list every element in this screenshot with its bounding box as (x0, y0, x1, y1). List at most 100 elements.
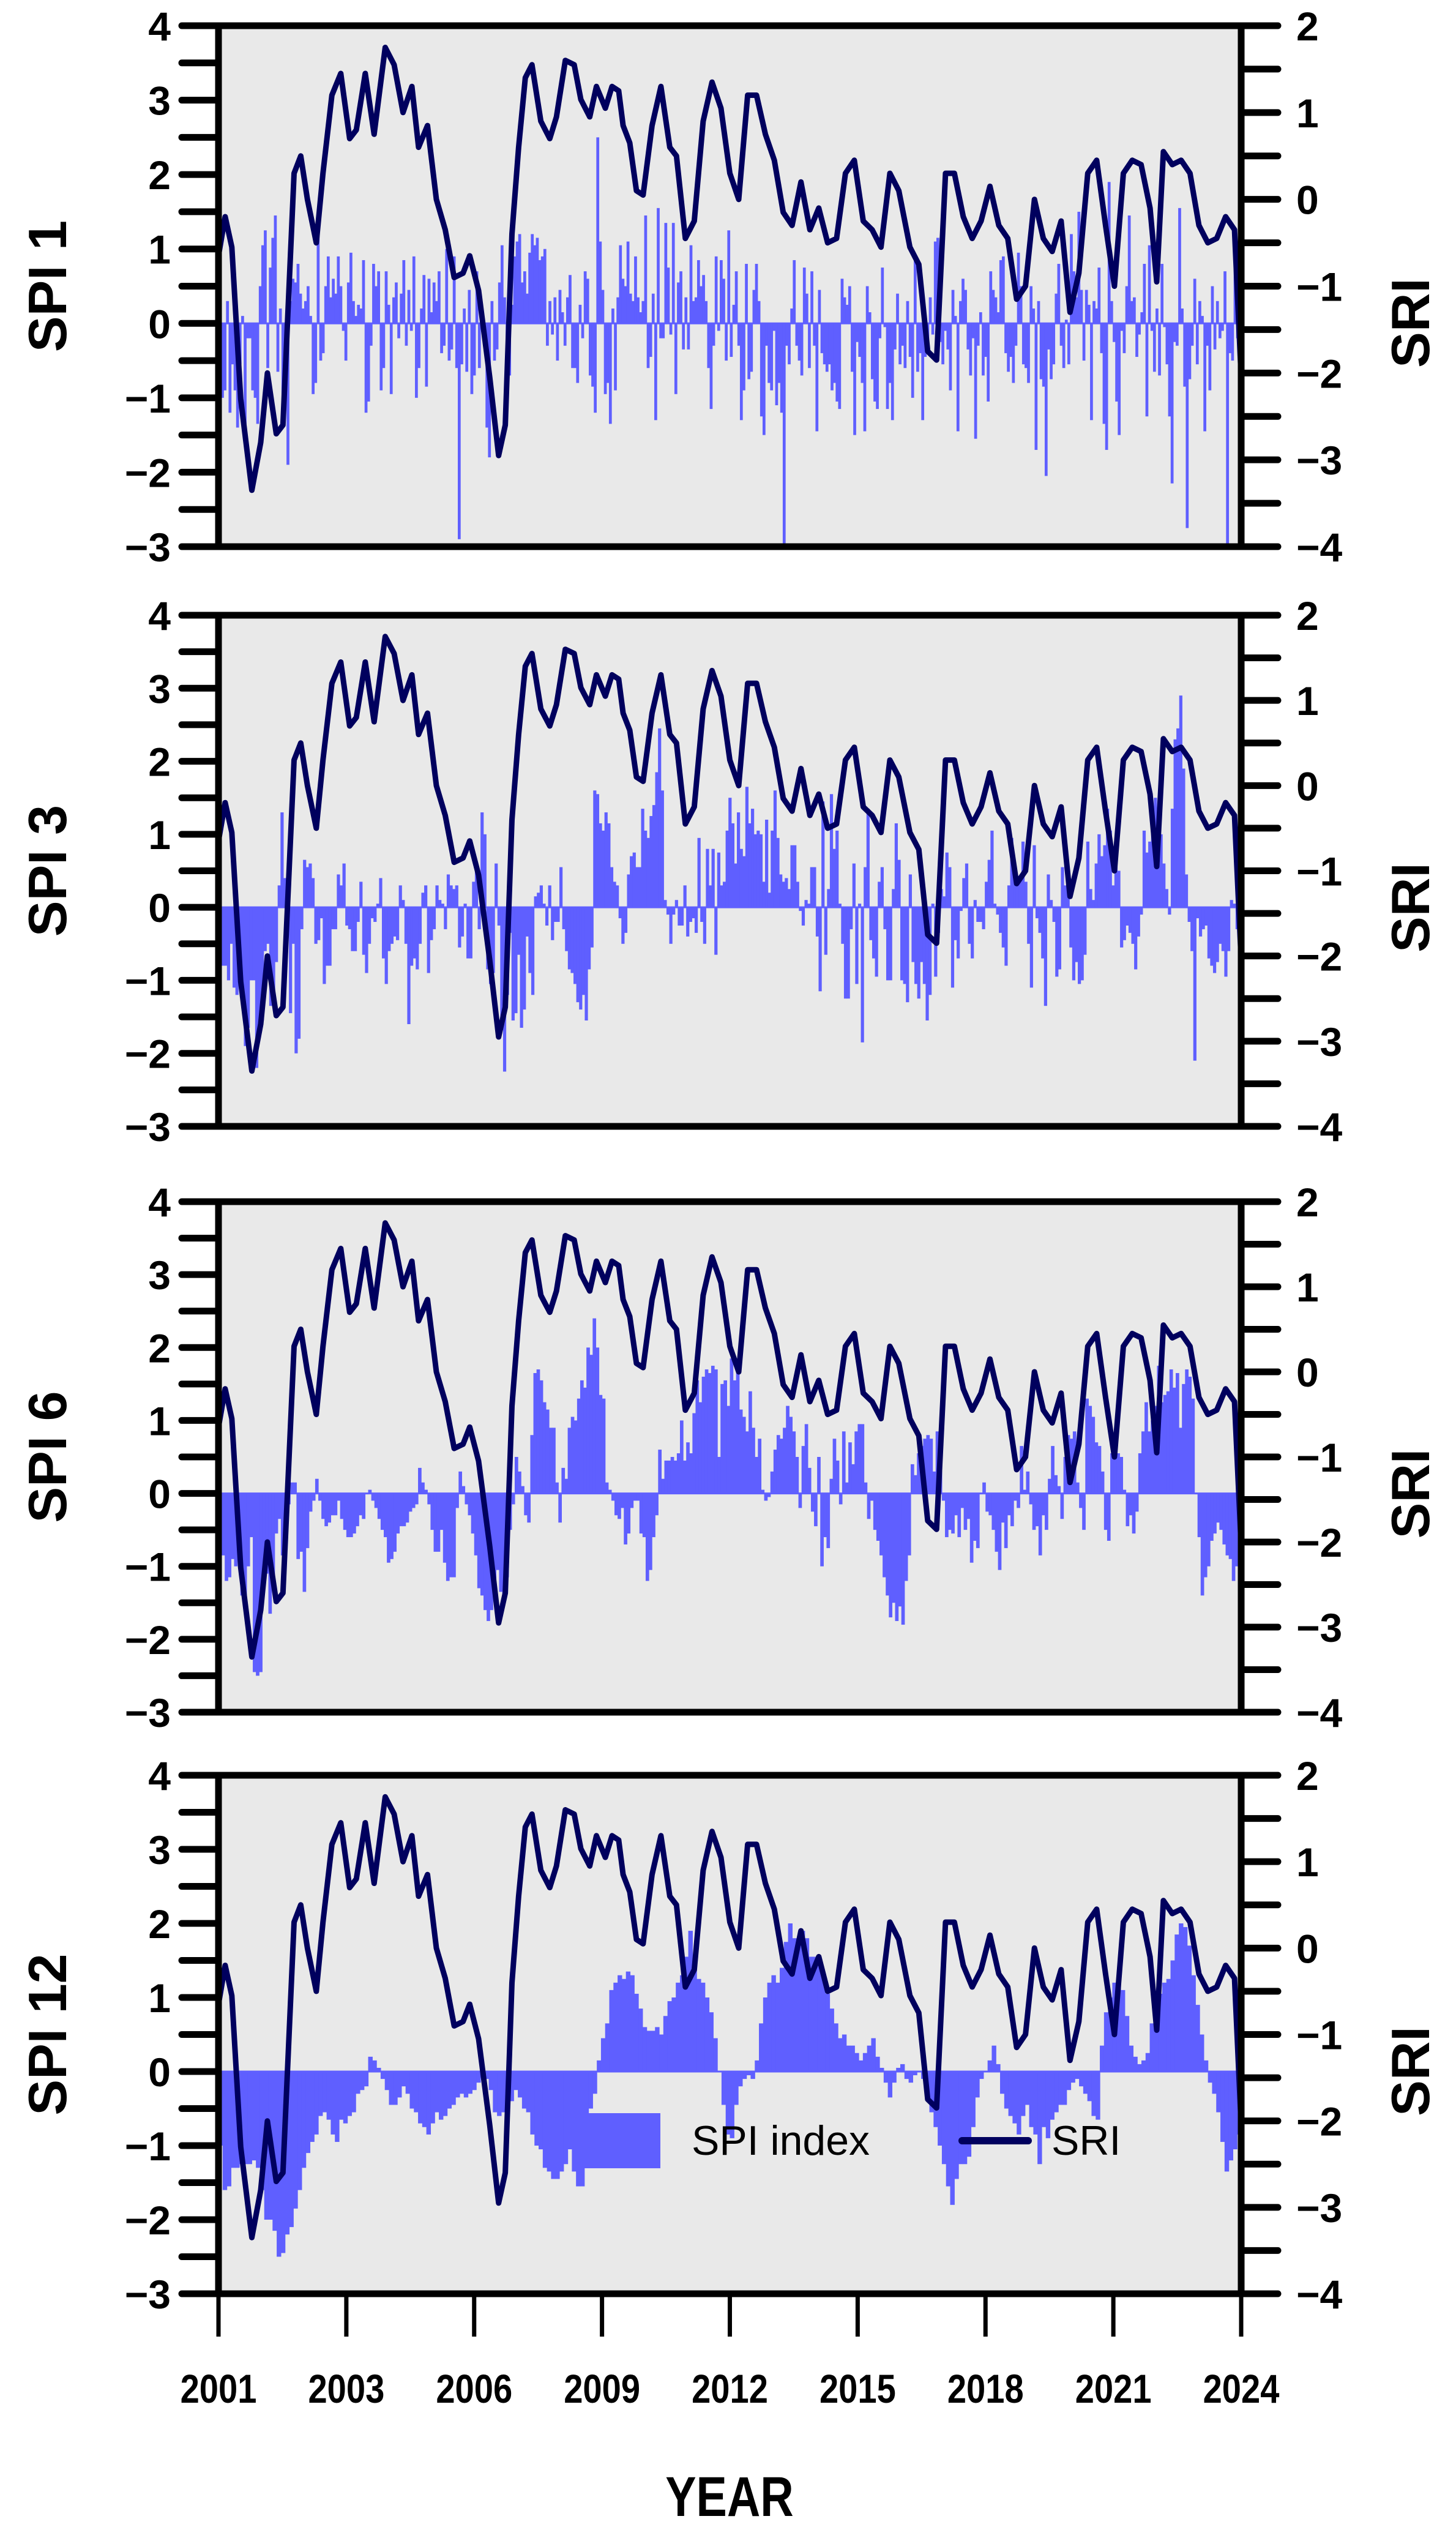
spi-bar (737, 323, 741, 346)
right-tick-label: 1 (1296, 1265, 1319, 1310)
panel-label: SPI 6 (17, 1391, 78, 1522)
spi-bar (452, 256, 456, 324)
legend-spi-label: SPI index (692, 2117, 870, 2164)
spi-bar (745, 787, 749, 908)
spi-bar (384, 2072, 390, 2091)
spi-bar (1052, 323, 1056, 365)
spi-bar (231, 2072, 236, 2168)
right-tick-label: 2 (1296, 593, 1319, 638)
spi-bar (644, 830, 648, 908)
spi-bar (390, 907, 394, 944)
spi-bar (632, 852, 636, 908)
spi-bar (917, 907, 920, 999)
spi-bar (1087, 2072, 1092, 2102)
spi-bar (782, 882, 785, 908)
spi-bar (946, 2072, 951, 2187)
spi-bar (843, 907, 848, 999)
spi-bar (870, 1493, 874, 1501)
right-tick-label: −2 (1296, 1520, 1342, 1565)
spi-bar (538, 260, 542, 324)
spi-bar (775, 323, 778, 406)
spi-bar (549, 1428, 553, 1494)
spi-bar (328, 907, 332, 966)
spi-bar (810, 271, 813, 324)
spi-bar (1133, 2056, 1138, 2072)
spi-bar (739, 1409, 743, 1494)
spi-bar (613, 1982, 618, 2072)
spi-bar (1032, 1493, 1036, 1530)
spi-bar (1201, 316, 1204, 324)
spi-bar (923, 1439, 927, 1494)
spi-bar (251, 323, 255, 391)
spi-bar (493, 1493, 497, 1589)
spi-bar (1037, 2072, 1042, 2165)
spi-bar (233, 907, 236, 988)
left-tick-label: 0 (148, 301, 171, 346)
spi-bar (813, 323, 816, 346)
spi-bar (258, 907, 261, 1028)
spi-bar (246, 1493, 250, 1567)
spi-bar (1019, 286, 1023, 324)
spi-bar (706, 848, 709, 908)
spi-bar (1221, 907, 1225, 951)
spi-bar (843, 297, 846, 324)
right-tick-label: −4 (1296, 1690, 1343, 1735)
spi-bar (1219, 907, 1222, 944)
legend: SPI index SRI (573, 2113, 1121, 2168)
spi-bar (850, 2045, 855, 2072)
spi-bar (409, 323, 413, 331)
spi-bar (717, 1457, 721, 1494)
right-y-axis: −4 −3 −2 −1 0 1 2 (1238, 4, 1343, 570)
spi-bar (1012, 2072, 1017, 2124)
spi-bar (813, 867, 816, 908)
spi-bar (266, 907, 270, 944)
spi-bar (652, 1493, 655, 1538)
left-tick-label: −1 (125, 958, 171, 1003)
spi-bar (1000, 2072, 1005, 2094)
spi-bar (293, 2072, 298, 2209)
spi-bar (580, 1380, 584, 1494)
spi-bar (646, 2031, 652, 2072)
spi-bar (452, 889, 456, 908)
spi-bar (509, 2072, 514, 2102)
spi-bar (415, 323, 418, 398)
plot-background (218, 1775, 1241, 2294)
spi-bar (667, 1460, 671, 1494)
spi-bar (256, 323, 259, 424)
spi-bar (1221, 323, 1224, 331)
spi-bar (1080, 290, 1083, 324)
spi-bar (247, 907, 250, 1028)
spi-bar (684, 297, 688, 324)
plot-area (220, 1794, 1239, 2257)
spi-bar (405, 1493, 409, 1523)
spi-bar (1140, 907, 1143, 915)
spi-bar (624, 286, 627, 324)
spi-bar (1041, 907, 1045, 959)
spi-bar (472, 323, 476, 376)
spi-bar (440, 323, 443, 353)
spi-bar (669, 323, 673, 335)
spi-bar (1230, 900, 1233, 908)
spi-bar (500, 245, 504, 324)
spi-bar (444, 907, 447, 929)
spi-bar (960, 1493, 965, 1508)
spi-bar (1183, 323, 1187, 387)
spi-bar (645, 1493, 649, 1581)
spi-bar (1137, 2064, 1142, 2072)
spi-bar (329, 297, 332, 324)
spi-bar (302, 1493, 307, 1592)
spi-bar (1185, 323, 1189, 528)
spi-bar (338, 2072, 344, 2120)
spi-bar (636, 1493, 640, 1501)
spi-bar (521, 1486, 525, 1494)
spi-bar (414, 2072, 419, 2113)
spi-bar (1116, 1453, 1120, 1494)
spi-bar (451, 2072, 456, 2105)
spi-bar (1035, 1493, 1039, 1527)
panel-label: SPI 1 (17, 220, 78, 352)
spi-bar (928, 297, 932, 324)
spi-bar (933, 241, 937, 324)
spi-bar (495, 863, 498, 908)
sri-line (220, 1794, 1239, 2240)
spi-bar (1158, 323, 1161, 376)
